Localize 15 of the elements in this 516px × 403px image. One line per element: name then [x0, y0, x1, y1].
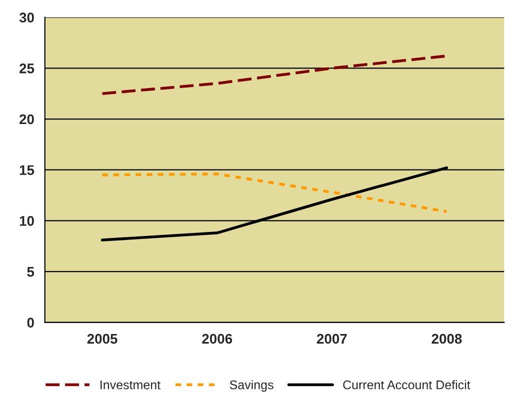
x-tick-label: 2008 — [432, 334, 462, 344]
y-tick-label: 10 — [20, 216, 34, 226]
y-tick-label: 0 — [27, 318, 34, 328]
y-tick-label: 25 — [20, 64, 34, 74]
y-tick-label: 20 — [20, 114, 34, 124]
x-tick-label: 2007 — [316, 334, 347, 344]
legend-label: Savings — [230, 380, 274, 392]
line-series — [100, 172, 448, 213]
x-tick-label: 2006 — [202, 334, 232, 344]
y-tick-label: 15 — [20, 165, 34, 176]
x-tick-label: 2005 — [87, 334, 118, 344]
y-tick-label: 5 — [27, 267, 34, 277]
legend-label: Current Account Deficit — [343, 380, 470, 390]
y-tick-label: 30 — [19, 12, 34, 23]
legend-label: Investment — [100, 380, 160, 390]
